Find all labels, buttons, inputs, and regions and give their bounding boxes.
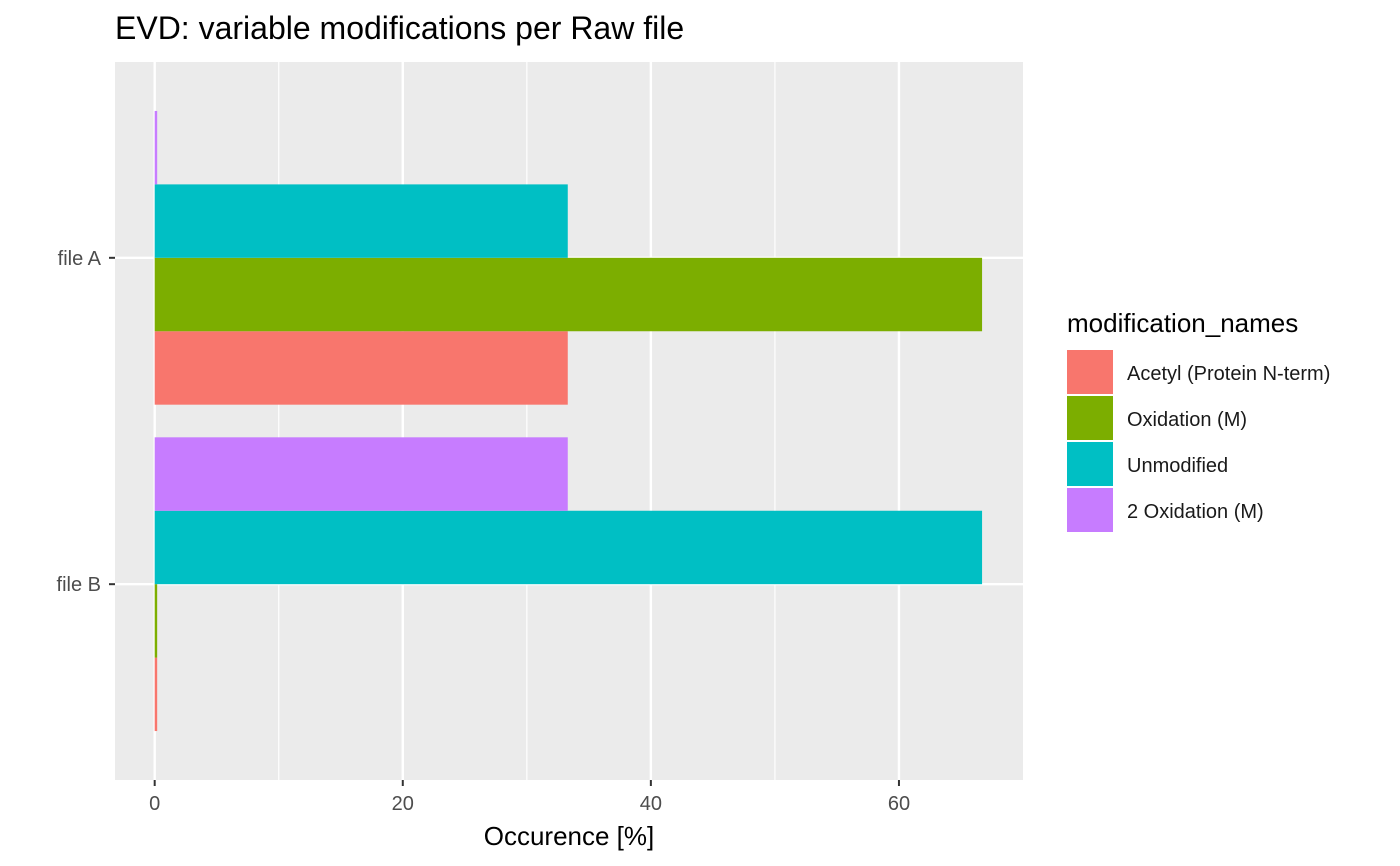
bars: [154, 110, 983, 732]
legend-items: Acetyl (Protein N-term) Oxidation (M) Unmo…: [1067, 350, 1330, 532]
legend-label: 2 Oxidation (M): [1127, 501, 1264, 523]
legend-key: [1067, 396, 1113, 440]
bar: [154, 331, 568, 405]
y-tick-label: file A: [58, 248, 102, 270]
plot-panel: [115, 62, 1023, 780]
y-tick-label: file B: [57, 574, 101, 596]
axes: 0 20 40 60 file A file B: [57, 248, 911, 815]
x-tick-label: 0: [149, 793, 160, 815]
bar: [154, 184, 568, 258]
legend-label: Unmodified: [1127, 455, 1228, 477]
bar: [154, 437, 568, 511]
bar: [154, 584, 158, 658]
bar: [154, 110, 158, 185]
legend: modification_names Acetyl (Protein N-ter…: [1067, 308, 1330, 532]
x-tick-label: 60: [888, 793, 910, 815]
x-axis-title: Occurence [%]: [484, 821, 655, 851]
legend-key: [1067, 442, 1113, 486]
legend-key: [1067, 350, 1113, 394]
legend-key: [1067, 488, 1113, 532]
legend-label: Oxidation (M): [1127, 409, 1247, 431]
bar: [154, 510, 983, 585]
x-tick-label: 40: [640, 793, 662, 815]
x-tick-label: 20: [392, 793, 414, 815]
legend-label: Acetyl (Protein N-term): [1127, 363, 1330, 385]
bar: [154, 257, 983, 332]
chart-title: EVD: variable modifications per Raw file: [115, 10, 684, 46]
legend-title: modification_names: [1067, 308, 1298, 338]
bar: [154, 657, 158, 732]
